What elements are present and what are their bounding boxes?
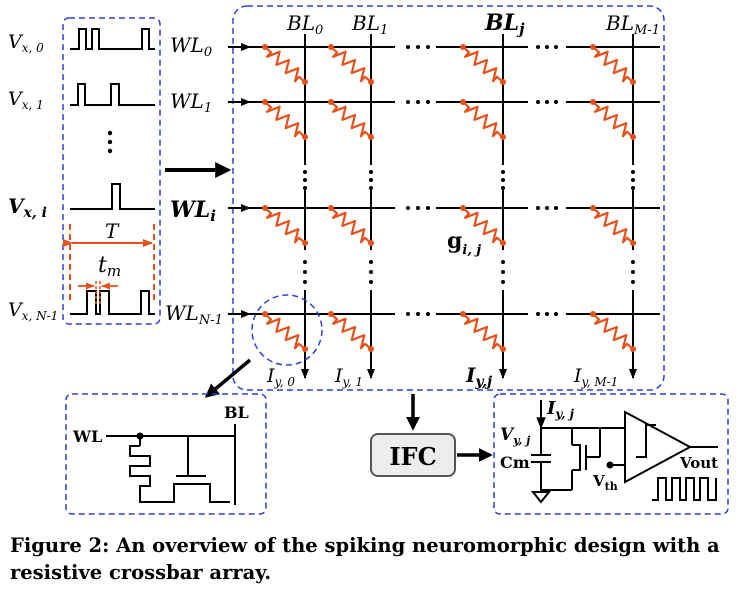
wordline-label-0: WL0 xyxy=(170,33,212,60)
pulse-train-n xyxy=(70,290,155,315)
memristor-2-3 xyxy=(592,207,634,244)
bitline-labels: BL0 BL1 BLj BLM-1 xyxy=(286,10,660,38)
cell-circuit xyxy=(106,424,236,505)
input-label-i: Vx, i xyxy=(8,194,47,221)
current-label-1: Iy, 1 xyxy=(334,365,363,389)
wordline-labels: WL0 WL1 WLi WLN-1 xyxy=(165,33,223,328)
width-marker: tm xyxy=(78,253,121,305)
input-label-1: Vx, 1 xyxy=(8,88,44,112)
pulse-train-1 xyxy=(70,83,155,106)
current-label-0: Iy, 0 xyxy=(266,365,295,389)
bitline-label-1: BL1 xyxy=(351,11,388,38)
memristor-0-3 xyxy=(592,46,634,83)
memristor-1-3 xyxy=(592,101,634,138)
memristor-2-2 xyxy=(462,207,504,244)
period-marker: T xyxy=(63,219,155,300)
bitline-label-0: BL0 xyxy=(286,11,323,38)
bitline-label-m: BLM-1 xyxy=(605,11,660,38)
cell-detail-panel xyxy=(65,393,267,515)
neuron-labels: Iy, j Vy, j Cm Vth Vout xyxy=(500,398,718,493)
cell-highlight-circle xyxy=(251,294,323,366)
memristor-2-1 xyxy=(330,207,372,244)
neuron-current-label: Iy, j xyxy=(546,398,575,421)
neuron-cap-label: Cm xyxy=(500,453,530,472)
width-label: tm xyxy=(98,253,121,280)
memristor-1-2 xyxy=(462,101,504,138)
bitline-label-j: BLj xyxy=(484,10,525,38)
memristor-3-3 xyxy=(592,313,634,350)
input-voltage-labels: Vx, 0 Vx, 1 Vx, i Vx, N-1 xyxy=(8,31,58,323)
crossbar-grid xyxy=(228,34,660,379)
neuron-vout-label: Vout xyxy=(679,454,718,472)
cell-bl-label: BL xyxy=(224,403,249,422)
input-pulse-panel xyxy=(62,17,161,325)
wordline-label-1: WL1 xyxy=(170,89,212,116)
period-label: T xyxy=(105,219,120,243)
wordline-label-n: WLN-1 xyxy=(165,301,223,328)
input-label-0: Vx, 0 xyxy=(8,31,44,55)
input-vertical-dots xyxy=(107,130,113,154)
memristor-3-2 xyxy=(462,313,504,350)
neuron-circuit xyxy=(530,400,718,504)
memristor-3-1 xyxy=(330,313,372,350)
ifc-block xyxy=(370,433,456,477)
current-label-m: Iy, M-1 xyxy=(573,365,618,389)
ifc-label: IFC xyxy=(389,442,436,471)
neuron-voltage-label: Vy, j xyxy=(500,425,530,447)
input-label-n: Vx, N-1 xyxy=(8,299,58,323)
input-pulse-waveforms xyxy=(70,28,155,315)
memristor-3-0 xyxy=(264,313,306,350)
memristor-0-1 xyxy=(330,46,372,83)
wordline-label-i: WLi xyxy=(170,197,216,225)
crossbar-panel xyxy=(232,5,665,391)
memristor-0-2 xyxy=(462,46,504,83)
figure-caption: Figure 2: An overview of the spiking neu… xyxy=(10,534,720,584)
pulse-train-i xyxy=(70,183,155,210)
cell-wl-label: WL xyxy=(72,427,102,446)
memristor-1-1 xyxy=(330,101,372,138)
neuron-vth-label: Vth xyxy=(592,472,618,493)
memristor-0-0 xyxy=(264,46,306,83)
memristor-2-0 xyxy=(264,207,306,244)
current-label-j: Iy,j xyxy=(465,363,492,390)
pulse-train-0 xyxy=(70,28,155,50)
memristor-1-0 xyxy=(264,101,306,138)
cell-zoom-arrow xyxy=(204,358,252,398)
current-labels: Iy, 0 Iy, 1 Iy,j Iy, M-1 xyxy=(266,363,618,390)
conductance-label: gi, j xyxy=(447,228,481,258)
neuron-panel xyxy=(493,393,729,515)
